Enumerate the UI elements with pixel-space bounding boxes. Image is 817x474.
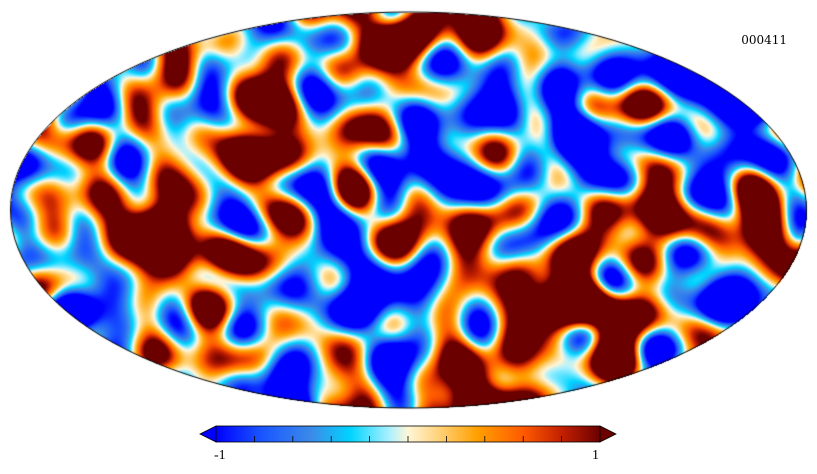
colorbar-ticks xyxy=(254,436,563,442)
colorbar-min-arrow xyxy=(199,425,217,443)
map-id-label: 000411 xyxy=(741,33,787,47)
mollweide-sky-map xyxy=(0,0,817,415)
colorbar-min-label: -1 xyxy=(214,448,226,463)
colorbar-max-label: 1 xyxy=(592,448,599,463)
colorbar xyxy=(199,425,617,443)
colorbar-max-arrow xyxy=(599,425,617,443)
